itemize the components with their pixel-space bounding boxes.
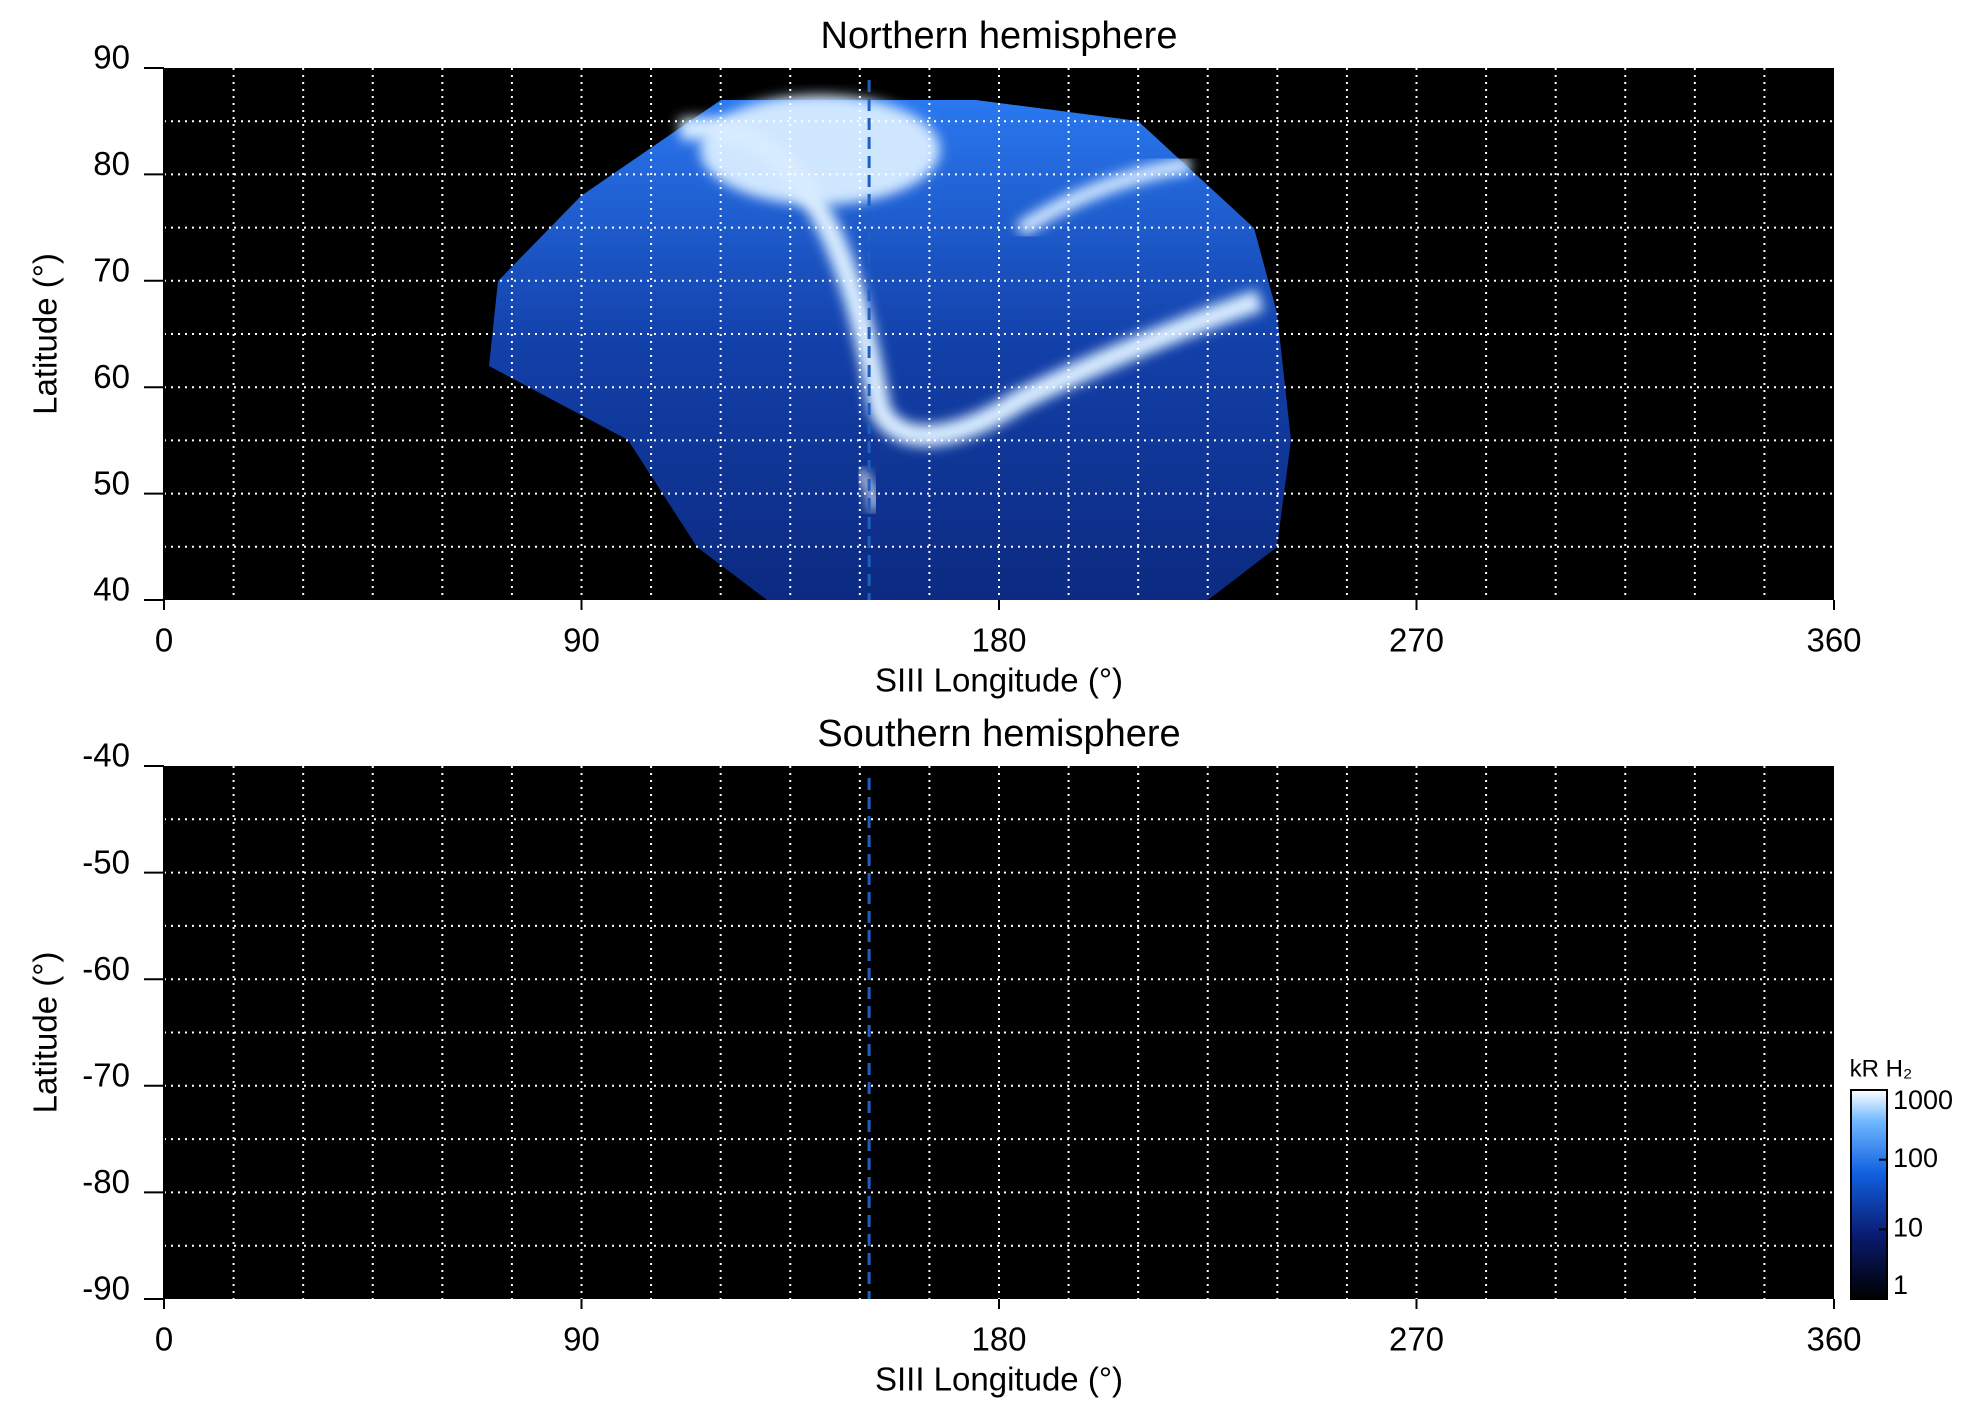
x-tick-label: 360 <box>1806 1321 1861 1358</box>
chart-layer: Northern hemisphere SIII Longitude (°) Lat… <box>27 15 1953 1398</box>
y-tick-label: -40 <box>82 737 130 774</box>
y-tick-label: -80 <box>82 1163 130 1200</box>
colorbar-tick-label: 100 <box>1893 1143 1938 1173</box>
x-tick-label: 360 <box>1806 622 1861 659</box>
x-tick-label: 180 <box>971 622 1026 659</box>
emission-bright <box>700 95 940 205</box>
y-tick-label: -50 <box>82 843 130 880</box>
x-tick-label: 180 <box>971 1321 1026 1358</box>
colorbar-tick-label: 10 <box>1893 1212 1923 1242</box>
x-tick-label: 270 <box>1389 1321 1444 1358</box>
emission-arc <box>678 117 1264 447</box>
emission-region <box>489 100 1291 600</box>
y-axis-label: Latitude (°) <box>27 952 64 1114</box>
y-tick-label: -70 <box>82 1057 130 1094</box>
colorbar-label: kR H₂ <box>1850 1055 1913 1082</box>
chart-title: Southern hemisphere <box>817 713 1180 755</box>
colorbar-tick-label: 1000 <box>1893 1085 1953 1115</box>
y-axis-label: Latitude (°) <box>27 253 64 415</box>
y-tick-label: -60 <box>82 950 130 987</box>
x-tick-label: 270 <box>1389 622 1444 659</box>
y-tick-label: 70 <box>93 252 130 289</box>
y-tick-label: -90 <box>82 1270 130 1307</box>
y-tick-label: 50 <box>93 464 130 501</box>
colorbar-tick-label: 1 <box>1893 1270 1908 1300</box>
chart-title: Northern hemisphere <box>821 15 1178 57</box>
y-tick-label: 80 <box>93 145 130 182</box>
emission-arc <box>1015 157 1192 237</box>
y-tick-label: 90 <box>93 39 130 76</box>
colorbar <box>1850 1089 1888 1300</box>
x-tick-label: 90 <box>563 622 600 659</box>
x-axis-label: SIII Longitude (°) <box>875 1361 1123 1398</box>
x-axis-label: SIII Longitude (°) <box>875 662 1123 699</box>
x-tick-label: 0 <box>155 1321 173 1358</box>
y-tick-label: 40 <box>93 571 130 608</box>
y-tick-label: 60 <box>93 358 130 395</box>
x-tick-label: 0 <box>155 622 173 659</box>
x-tick-label: 90 <box>563 1321 600 1358</box>
aurora-emission <box>489 95 1291 600</box>
